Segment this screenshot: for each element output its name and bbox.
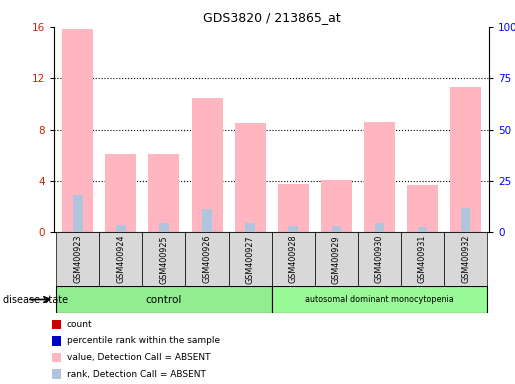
Text: GSM400925: GSM400925	[160, 235, 168, 283]
Bar	[272, 286, 487, 313]
Bar	[245, 223, 255, 232]
Bar	[407, 185, 438, 232]
Bar	[278, 184, 308, 232]
Bar	[418, 227, 427, 232]
Text: GSM400931: GSM400931	[418, 235, 427, 283]
Bar	[364, 122, 395, 232]
Text: GSM400923: GSM400923	[73, 235, 82, 283]
Bar	[192, 98, 222, 232]
Bar	[56, 286, 272, 313]
Bar	[229, 232, 271, 286]
Text: count: count	[67, 320, 93, 329]
Bar	[374, 223, 384, 232]
Bar	[272, 232, 315, 286]
Text: GSM400924: GSM400924	[116, 235, 125, 283]
Bar	[235, 123, 266, 232]
Bar	[444, 232, 487, 286]
Bar	[202, 209, 212, 232]
Bar	[73, 195, 82, 232]
Text: rank, Detection Call = ABSENT: rank, Detection Call = ABSENT	[67, 369, 206, 379]
Text: autosomal dominant monocytopenia: autosomal dominant monocytopenia	[305, 295, 454, 304]
Text: GSM400932: GSM400932	[461, 235, 470, 283]
Text: GSM400928: GSM400928	[289, 235, 298, 283]
Bar	[56, 232, 99, 286]
Bar	[401, 232, 444, 286]
Text: control: control	[146, 295, 182, 305]
Text: value, Detection Call = ABSENT: value, Detection Call = ABSENT	[67, 353, 211, 362]
Text: GSM400930: GSM400930	[375, 235, 384, 283]
Text: percentile rank within the sample: percentile rank within the sample	[67, 336, 220, 346]
Bar	[185, 232, 229, 286]
Bar	[143, 232, 185, 286]
Bar	[321, 180, 352, 232]
Bar	[116, 225, 126, 232]
Bar	[358, 232, 401, 286]
Text: GSM400926: GSM400926	[202, 235, 212, 283]
Bar	[332, 226, 341, 232]
Bar	[148, 154, 179, 232]
Bar	[315, 232, 358, 286]
Title: GDS3820 / 213865_at: GDS3820 / 213865_at	[203, 11, 340, 24]
Bar	[461, 208, 470, 232]
Text: GSM400927: GSM400927	[246, 235, 254, 283]
Bar	[62, 30, 93, 232]
Bar	[99, 232, 143, 286]
Bar	[106, 154, 136, 232]
Text: disease state: disease state	[3, 295, 67, 305]
Bar	[159, 223, 169, 232]
Bar	[288, 226, 298, 232]
Text: GSM400929: GSM400929	[332, 235, 341, 283]
Bar	[450, 87, 481, 232]
